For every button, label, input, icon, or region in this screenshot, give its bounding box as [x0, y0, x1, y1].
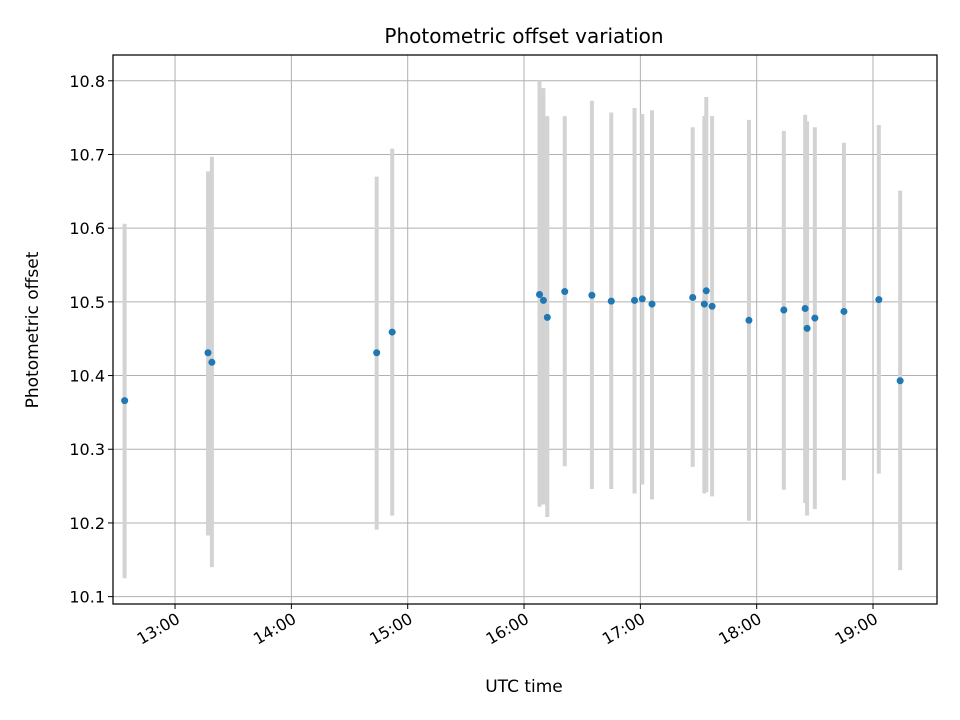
data-point	[896, 377, 904, 385]
data-point	[204, 349, 212, 357]
data-point	[388, 328, 396, 336]
y-tick-label: 10.2	[69, 514, 105, 533]
data-point	[700, 300, 708, 308]
data-point	[638, 295, 646, 303]
data-point	[780, 306, 788, 314]
data-point	[631, 296, 639, 304]
data-points	[121, 287, 904, 405]
chart-title: Photometric offset variation	[384, 24, 663, 48]
data-point	[543, 313, 551, 321]
data-point	[373, 349, 381, 357]
data-point	[745, 316, 753, 324]
data-point	[588, 291, 596, 299]
data-point	[536, 290, 544, 298]
data-point	[811, 314, 819, 322]
grid-lines	[113, 55, 937, 604]
data-point	[121, 397, 129, 405]
plot-frame	[112, 54, 938, 605]
y-tick-label: 10.3	[69, 440, 105, 459]
y-tick-label: 10.6	[69, 219, 105, 238]
y-tick-label: 10.7	[69, 145, 105, 164]
y-tick-label: 10.4	[69, 367, 105, 386]
data-point	[539, 296, 547, 304]
data-point	[708, 302, 716, 310]
data-point	[561, 288, 569, 296]
data-point	[208, 358, 216, 366]
y-axis-ticks: 10.1 10.2 10.3 10.4 10.5 10.6 10.7 10.8	[69, 72, 113, 607]
y-tick-label: 10.1	[69, 588, 105, 607]
y-tick-label: 10.5	[69, 293, 105, 312]
data-point	[801, 304, 809, 312]
data-point	[648, 300, 656, 308]
x-axis-label: UTC time	[485, 677, 563, 697]
data-point	[607, 297, 615, 305]
data-point	[840, 307, 848, 315]
data-point	[875, 296, 883, 304]
data-point	[803, 324, 811, 332]
data-point	[689, 293, 697, 301]
y-tick-label: 10.8	[69, 72, 105, 91]
data-point	[702, 287, 710, 295]
y-axis-label: Photometric offset	[23, 251, 43, 408]
